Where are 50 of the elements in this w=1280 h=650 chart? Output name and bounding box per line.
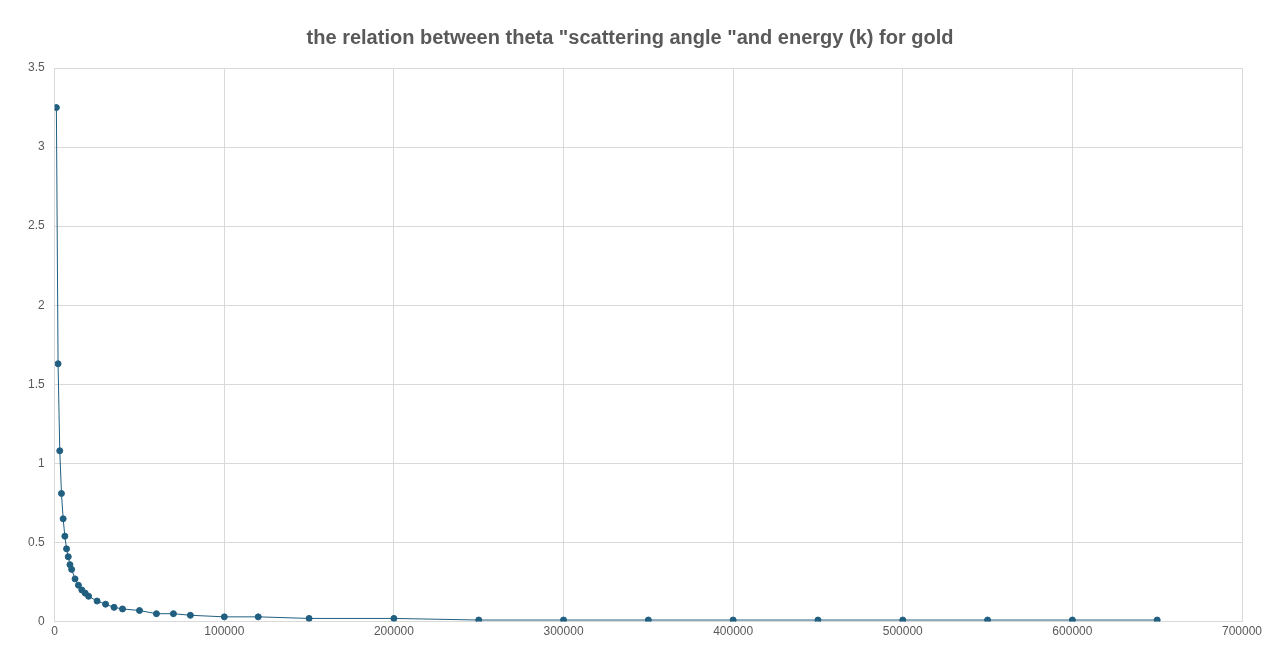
point — [68, 565, 76, 573]
point — [110, 603, 118, 611]
point — [984, 616, 992, 622]
point — [1068, 616, 1076, 622]
point — [390, 614, 398, 622]
point — [169, 610, 177, 618]
point — [85, 592, 93, 600]
y-tick-label: 2 — [37, 297, 45, 312]
x-tick-label: 0 — [51, 624, 59, 639]
y-tick-label: 0.5 — [27, 534, 45, 549]
point — [1153, 616, 1161, 622]
y-tick-label: 1 — [37, 455, 45, 470]
point — [475, 616, 483, 622]
point — [254, 613, 262, 621]
point — [814, 616, 822, 622]
point — [64, 553, 72, 561]
point — [729, 616, 737, 622]
point — [135, 607, 143, 615]
point — [57, 489, 65, 497]
x-tick-label: 700000 — [1221, 624, 1263, 639]
point — [59, 515, 67, 523]
x-tick-label: 500000 — [882, 624, 924, 639]
point — [71, 575, 79, 583]
point — [220, 613, 228, 621]
chart-title: the relation between theta "scattering angle "and energy (k) for gold — [306, 25, 954, 48]
point — [152, 610, 160, 618]
x-tick-label: 100000 — [204, 624, 245, 639]
x-tick-label: 200000 — [373, 624, 415, 639]
y-tick-label: 3.5 — [27, 60, 45, 75]
y-tick-label: 3 — [37, 139, 45, 154]
y-tick-label: 1.5 — [27, 376, 45, 391]
x-tick-label: 300000 — [543, 624, 584, 639]
point — [119, 605, 127, 613]
point — [61, 532, 69, 540]
point — [74, 581, 82, 589]
point — [56, 447, 64, 455]
y-tick-label: 2.5 — [27, 218, 45, 233]
point — [305, 614, 313, 622]
point — [899, 616, 907, 622]
point — [186, 611, 194, 619]
y-tick-label: 0 — [37, 613, 45, 628]
point — [54, 360, 62, 368]
point — [560, 616, 568, 622]
point — [102, 600, 110, 608]
point — [93, 597, 101, 605]
x-tick-label: 600000 — [1052, 624, 1093, 639]
point — [63, 545, 71, 553]
point — [54, 104, 60, 112]
x-tick-label: 400000 — [713, 624, 754, 639]
point — [644, 616, 652, 622]
